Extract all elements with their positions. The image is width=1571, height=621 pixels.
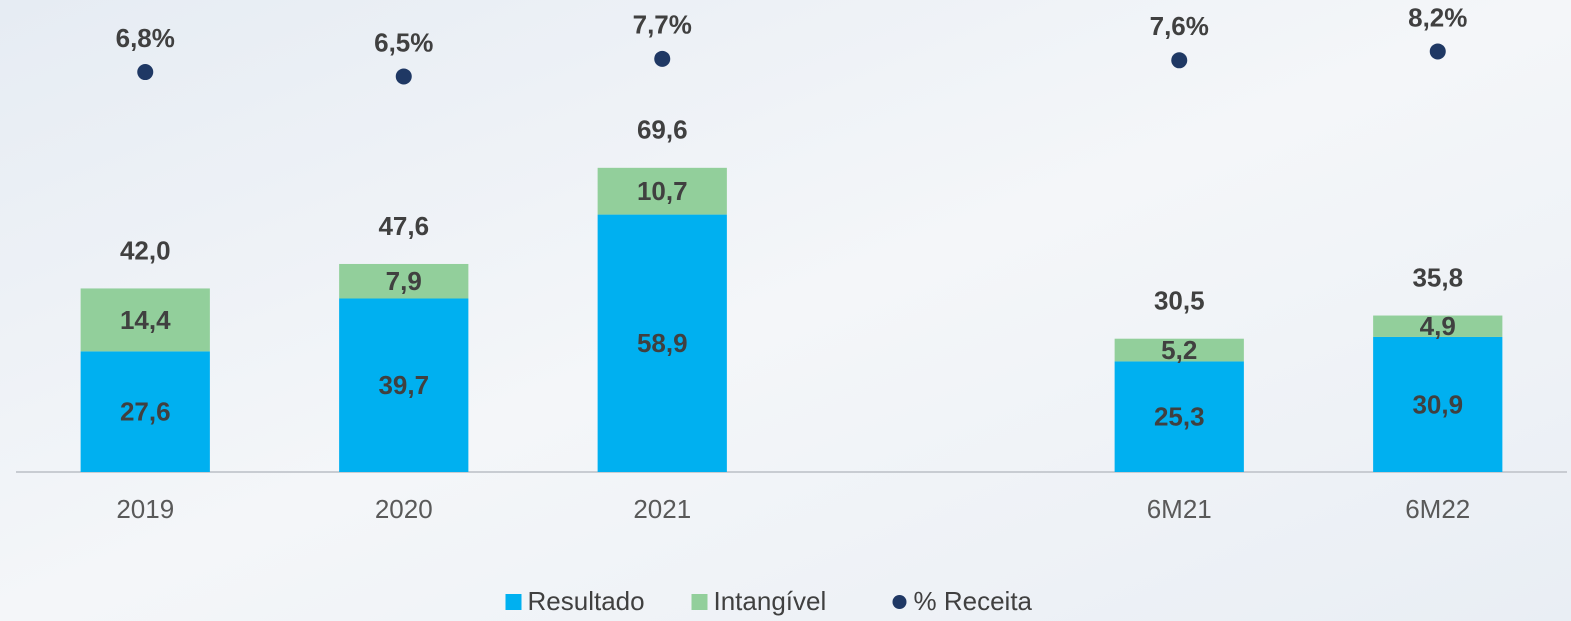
segment-label: 14,4 xyxy=(120,305,171,335)
bar-segment xyxy=(1114,338,1244,362)
segment-label: 10,7 xyxy=(637,176,688,206)
legend-label: % Receita xyxy=(914,586,1033,616)
dot-label: 8,2% xyxy=(1408,2,1467,32)
x-tick-label: 6M21 xyxy=(1147,494,1212,524)
segment-label: 5,2 xyxy=(1161,335,1197,365)
bar-segment xyxy=(339,263,469,299)
plot: 2019 27,6 14,4 6,8% 42,0 2020 39,7 7,9 6,5% 47,6 2… xyxy=(80,2,1503,524)
total-label: 35,8 xyxy=(1412,262,1463,292)
dot xyxy=(1171,52,1188,69)
bar-segment xyxy=(80,351,210,472)
dot xyxy=(1429,43,1446,60)
legend-marker xyxy=(505,594,522,610)
legend-marker xyxy=(892,595,907,609)
total-label: 30,5 xyxy=(1154,286,1205,316)
segment-label: 39,7 xyxy=(378,370,429,400)
dot-label: 7,7% xyxy=(633,10,692,40)
segment-label: 27,6 xyxy=(120,397,171,427)
legend: Resultado Intangível % Receita xyxy=(505,586,1033,616)
bar-segment xyxy=(1114,361,1244,472)
dot xyxy=(395,68,412,85)
segment-label: 4,9 xyxy=(1420,311,1456,341)
segment-label: 30,9 xyxy=(1412,389,1463,419)
bar-segment xyxy=(339,298,469,472)
dot-label: 6,5% xyxy=(374,27,433,57)
bar-segment xyxy=(80,288,210,352)
bar-segment xyxy=(1373,315,1503,337)
total-label: 47,6 xyxy=(378,211,429,241)
segment-label: 58,9 xyxy=(637,328,688,358)
bar-segment xyxy=(597,214,727,472)
bar-segment xyxy=(597,167,727,215)
legend-label: Resultado xyxy=(528,586,645,616)
x-tick-label: 2020 xyxy=(375,494,433,524)
legend-label: Intangível xyxy=(714,586,827,616)
dot-label: 7,6% xyxy=(1150,11,1209,41)
segment-label: 7,9 xyxy=(386,266,422,296)
dot xyxy=(654,50,671,67)
dot-label: 6,8% xyxy=(116,23,175,53)
total-label: 42,0 xyxy=(120,235,171,265)
segment-label: 25,3 xyxy=(1154,402,1205,432)
legend-marker xyxy=(691,594,708,610)
total-label: 69,6 xyxy=(637,115,688,145)
x-tick-label: 6M22 xyxy=(1405,494,1470,524)
dot xyxy=(137,64,154,81)
bar-segment xyxy=(1373,336,1503,472)
x-tick-label: 2019 xyxy=(116,494,174,524)
x-tick-label: 2021 xyxy=(633,494,691,524)
